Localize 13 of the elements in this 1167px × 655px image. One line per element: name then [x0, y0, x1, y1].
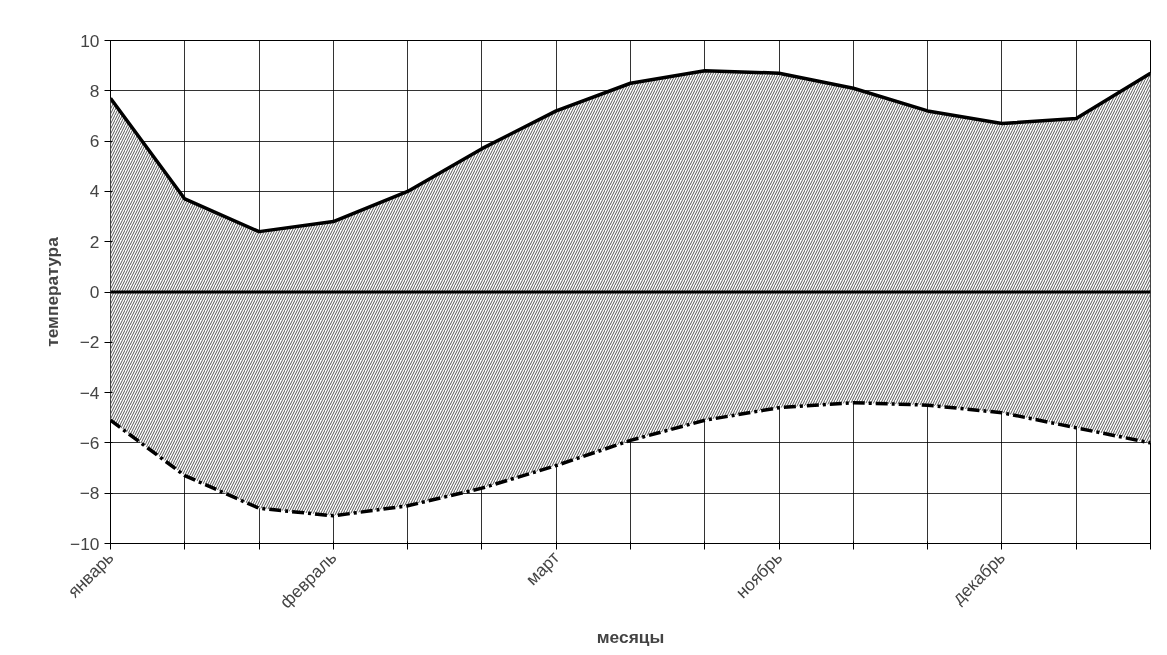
y-tick-label: 6 [89, 131, 100, 152]
y-tick-label: −6 [79, 432, 100, 453]
y-tick-label: −8 [79, 483, 100, 504]
y-tick-label: −4 [79, 382, 100, 403]
y-tick-label: −10 [70, 533, 100, 554]
y-tick-label: 4 [89, 181, 100, 202]
y-tick-label: 2 [89, 231, 100, 252]
y-axis-title: температура [42, 236, 63, 347]
y-tick-label: 10 [80, 30, 100, 51]
y-tick-label: −2 [79, 332, 100, 353]
x-axis-title: месяцы [596, 627, 665, 648]
y-tick-label: 8 [89, 80, 100, 101]
y-tick-label: 0 [89, 282, 100, 302]
